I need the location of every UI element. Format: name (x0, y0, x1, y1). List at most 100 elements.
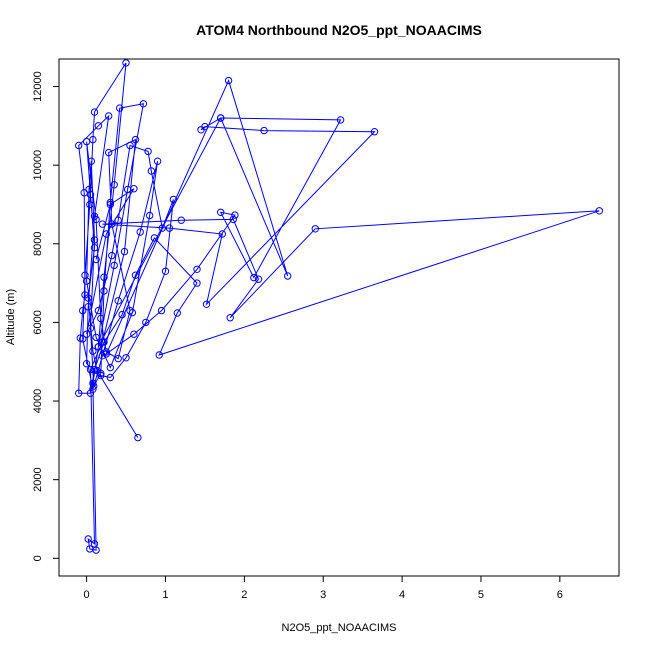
data-point (84, 535, 92, 543)
data-point (120, 247, 129, 256)
data-point (169, 195, 178, 204)
data-point (122, 354, 130, 362)
data-point (105, 148, 113, 157)
data-point (100, 338, 108, 346)
series-group (75, 59, 603, 554)
data-point (250, 273, 258, 282)
data-point (284, 272, 292, 280)
data-point (114, 297, 122, 305)
data-point (82, 360, 91, 368)
data-point (98, 352, 107, 360)
data-point (173, 309, 182, 317)
plot-frame (58, 58, 620, 577)
y-tick-label-2000: 2000 (32, 467, 44, 491)
x-axis: 0 1 2 3 4 5 6 (84, 576, 563, 601)
data-point (90, 212, 99, 221)
data-point (131, 135, 140, 144)
series-line (78, 62, 600, 551)
data-point (100, 273, 108, 281)
data-point (229, 215, 238, 224)
y-tick-label-0: 0 (32, 555, 44, 561)
data-point (92, 255, 100, 264)
data-point (114, 354, 122, 363)
data-point (147, 167, 156, 175)
data-point (108, 251, 116, 260)
data-point (161, 267, 170, 275)
data-point (130, 185, 138, 193)
data-point (84, 303, 92, 311)
data-point (254, 275, 263, 283)
data-point (76, 334, 85, 342)
data-point (134, 433, 142, 442)
data-point (75, 141, 83, 150)
x-tick-label-3: 3 (320, 589, 326, 601)
data-point (193, 265, 201, 273)
data-point (370, 128, 379, 136)
data-point (86, 200, 94, 209)
markers (75, 59, 603, 554)
data-point (106, 198, 115, 207)
data-point (94, 122, 103, 130)
data-point (224, 76, 233, 85)
data-point (89, 385, 97, 393)
data-point (336, 116, 345, 124)
data-point (94, 306, 103, 315)
data-point (165, 224, 174, 232)
data-point (136, 228, 144, 236)
data-point (90, 365, 99, 374)
y-tick-label-8000: 8000 (32, 232, 44, 256)
data-point (144, 147, 152, 156)
data-point (90, 236, 99, 244)
data-point (110, 181, 118, 189)
x-axis-label: N2O5_ppt_NOAACIMS (282, 622, 397, 634)
data-point (79, 306, 87, 315)
data-point (218, 230, 227, 238)
data-point (126, 141, 134, 150)
x-tick-label-2: 2 (241, 589, 247, 601)
data-point (260, 126, 268, 135)
x-tick-label-1: 1 (162, 589, 168, 601)
data-point (105, 112, 113, 120)
data-point (86, 389, 95, 397)
data-point (102, 230, 111, 238)
x-tick-label-4: 4 (399, 589, 405, 601)
data-point (92, 546, 100, 554)
data-point (226, 314, 234, 322)
data-point (87, 157, 96, 165)
data-point (90, 382, 98, 390)
data-point (86, 324, 95, 332)
data-point (201, 122, 209, 131)
data-point (106, 373, 115, 382)
data-point (155, 351, 163, 359)
x-tick-label-0: 0 (84, 589, 90, 601)
data-point (100, 287, 108, 295)
data-point (90, 108, 99, 116)
data-point (98, 220, 107, 228)
data-point (81, 271, 89, 279)
y-tick-label-6000: 6000 (32, 310, 44, 334)
data-point (130, 330, 138, 338)
data-point (118, 310, 126, 319)
data-point (217, 208, 225, 217)
data-point (110, 261, 118, 270)
data-point (126, 306, 134, 315)
data-point (106, 200, 115, 209)
data-point (108, 220, 116, 228)
data-point (150, 234, 159, 242)
data-point (153, 157, 162, 165)
data-point (311, 225, 319, 233)
chart-title: ATOM4 Northbound N2O5_ppt_NOAACIMS (196, 22, 482, 38)
data-point (139, 100, 148, 108)
data-point (97, 371, 105, 380)
x-tick-label-6: 6 (557, 589, 563, 601)
data-point (82, 330, 91, 338)
data-point (89, 135, 97, 144)
data-point (102, 348, 111, 356)
data-point (97, 369, 105, 378)
data-point (131, 271, 140, 279)
y-tick-label-4000: 4000 (32, 389, 44, 413)
data-point (122, 59, 130, 67)
data-point (102, 350, 111, 358)
data-point (75, 389, 83, 397)
data-point (231, 211, 239, 219)
